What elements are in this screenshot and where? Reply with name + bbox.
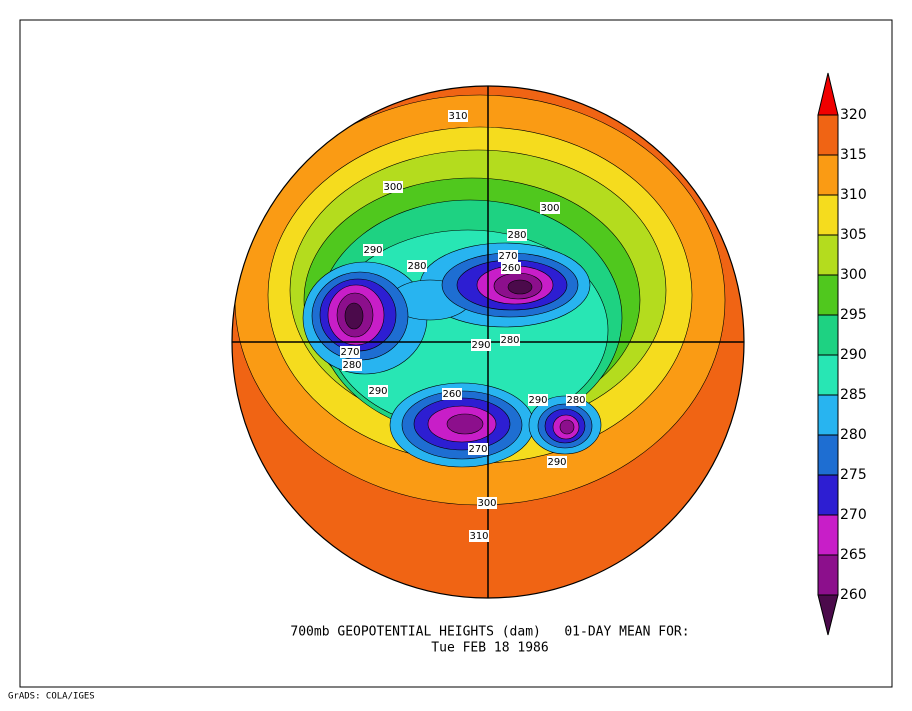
contour-label-box	[540, 202, 560, 214]
colorbar-label: 270	[840, 507, 867, 523]
contour-label: 260	[442, 389, 461, 400]
contour-label: 300	[383, 182, 402, 193]
contour-label: 290	[547, 457, 566, 468]
footer: GrADS: COLA/IGES	[8, 692, 95, 702]
colorbar-segment	[817, 274, 839, 316]
contour-label-box	[501, 262, 521, 274]
contour-label-box	[448, 110, 468, 122]
colorbar-label: 315	[840, 147, 867, 163]
contour-label-box	[477, 497, 497, 509]
contour-labels: 3103003002902802802702602702802902802902…	[340, 110, 586, 542]
colorbar-label: 280	[840, 427, 867, 443]
colorbar-segment	[817, 114, 839, 156]
colorbar-label: 295	[840, 307, 867, 323]
contour-label-box	[383, 181, 403, 193]
contour-label: 280	[507, 230, 526, 241]
colorbar-segment	[817, 234, 839, 276]
contour-label: 290	[363, 245, 382, 256]
colorbar-segment	[817, 394, 839, 436]
contour-label-box	[471, 339, 491, 351]
contour-label: 280	[566, 395, 585, 406]
colorbar-segment	[817, 474, 839, 516]
colorbar-segment	[817, 434, 839, 476]
colorbar-segment	[817, 354, 839, 396]
contour-label: 310	[448, 111, 467, 122]
contour-label-box	[528, 394, 548, 406]
contour-label: 280	[500, 335, 519, 346]
title: 700mb GEOPOTENTIAL HEIGHTS (dam) 01-DAY …	[290, 625, 689, 640]
colorbar: 320 315 310 305 300 295 290 285 280 275 270 265 260	[817, 72, 867, 636]
height-field	[232, 86, 744, 598]
frame	[19, 19, 893, 688]
colorbar-label: 310	[840, 187, 867, 203]
contour-label-box	[547, 456, 567, 468]
contour-label-box	[363, 244, 383, 256]
contour-label: 280	[407, 261, 426, 272]
colorbar-segment	[817, 554, 839, 596]
contour-label: 310	[469, 531, 488, 542]
colorbar-triangle	[817, 72, 839, 116]
contour-label: 270	[340, 347, 359, 358]
contour-label: 270	[468, 444, 487, 455]
contour-label: 300	[477, 498, 496, 509]
colorbar-segment	[817, 194, 839, 236]
contour-label: 290	[368, 386, 387, 397]
colorbar-label: 305	[840, 227, 867, 243]
colorbar-segment	[817, 514, 839, 556]
contour-label-box	[368, 385, 388, 397]
contour-label-box	[498, 250, 518, 262]
contour-label-box	[342, 359, 362, 371]
shade	[344, 302, 364, 330]
contour-label: 290	[528, 395, 547, 406]
contour-label-box	[340, 346, 360, 358]
contour-label-box	[469, 530, 489, 542]
contour-label: 290	[471, 340, 490, 351]
colorbar-segment	[817, 314, 839, 356]
contour-label-box	[500, 334, 520, 346]
contour-label-box	[507, 229, 527, 241]
contour-label-box	[407, 260, 427, 272]
colorbar-label: 300	[840, 267, 867, 283]
colorbar-segment	[817, 154, 839, 196]
colorbar-label: 290	[840, 347, 867, 363]
contour-label: 270	[498, 251, 517, 262]
colorbar-label: 260	[840, 587, 867, 603]
colorbar-triangle	[817, 594, 839, 636]
colorbar-label: 285	[840, 387, 867, 403]
contour-label: 280	[342, 360, 361, 371]
contour-label: 300	[540, 203, 559, 214]
contour-label: 260	[501, 263, 520, 274]
colorbar-label: 320	[840, 107, 867, 123]
colorbar-label: 265	[840, 547, 867, 563]
contour-label-box	[442, 388, 462, 400]
contour-label-box	[468, 443, 488, 455]
shade	[507, 279, 533, 295]
shade	[446, 413, 484, 435]
colorbar-label: 275	[840, 467, 867, 483]
contour-label-box	[566, 394, 586, 406]
shade	[559, 419, 575, 435]
subtitle: Tue FEB 18 1986	[431, 641, 548, 656]
